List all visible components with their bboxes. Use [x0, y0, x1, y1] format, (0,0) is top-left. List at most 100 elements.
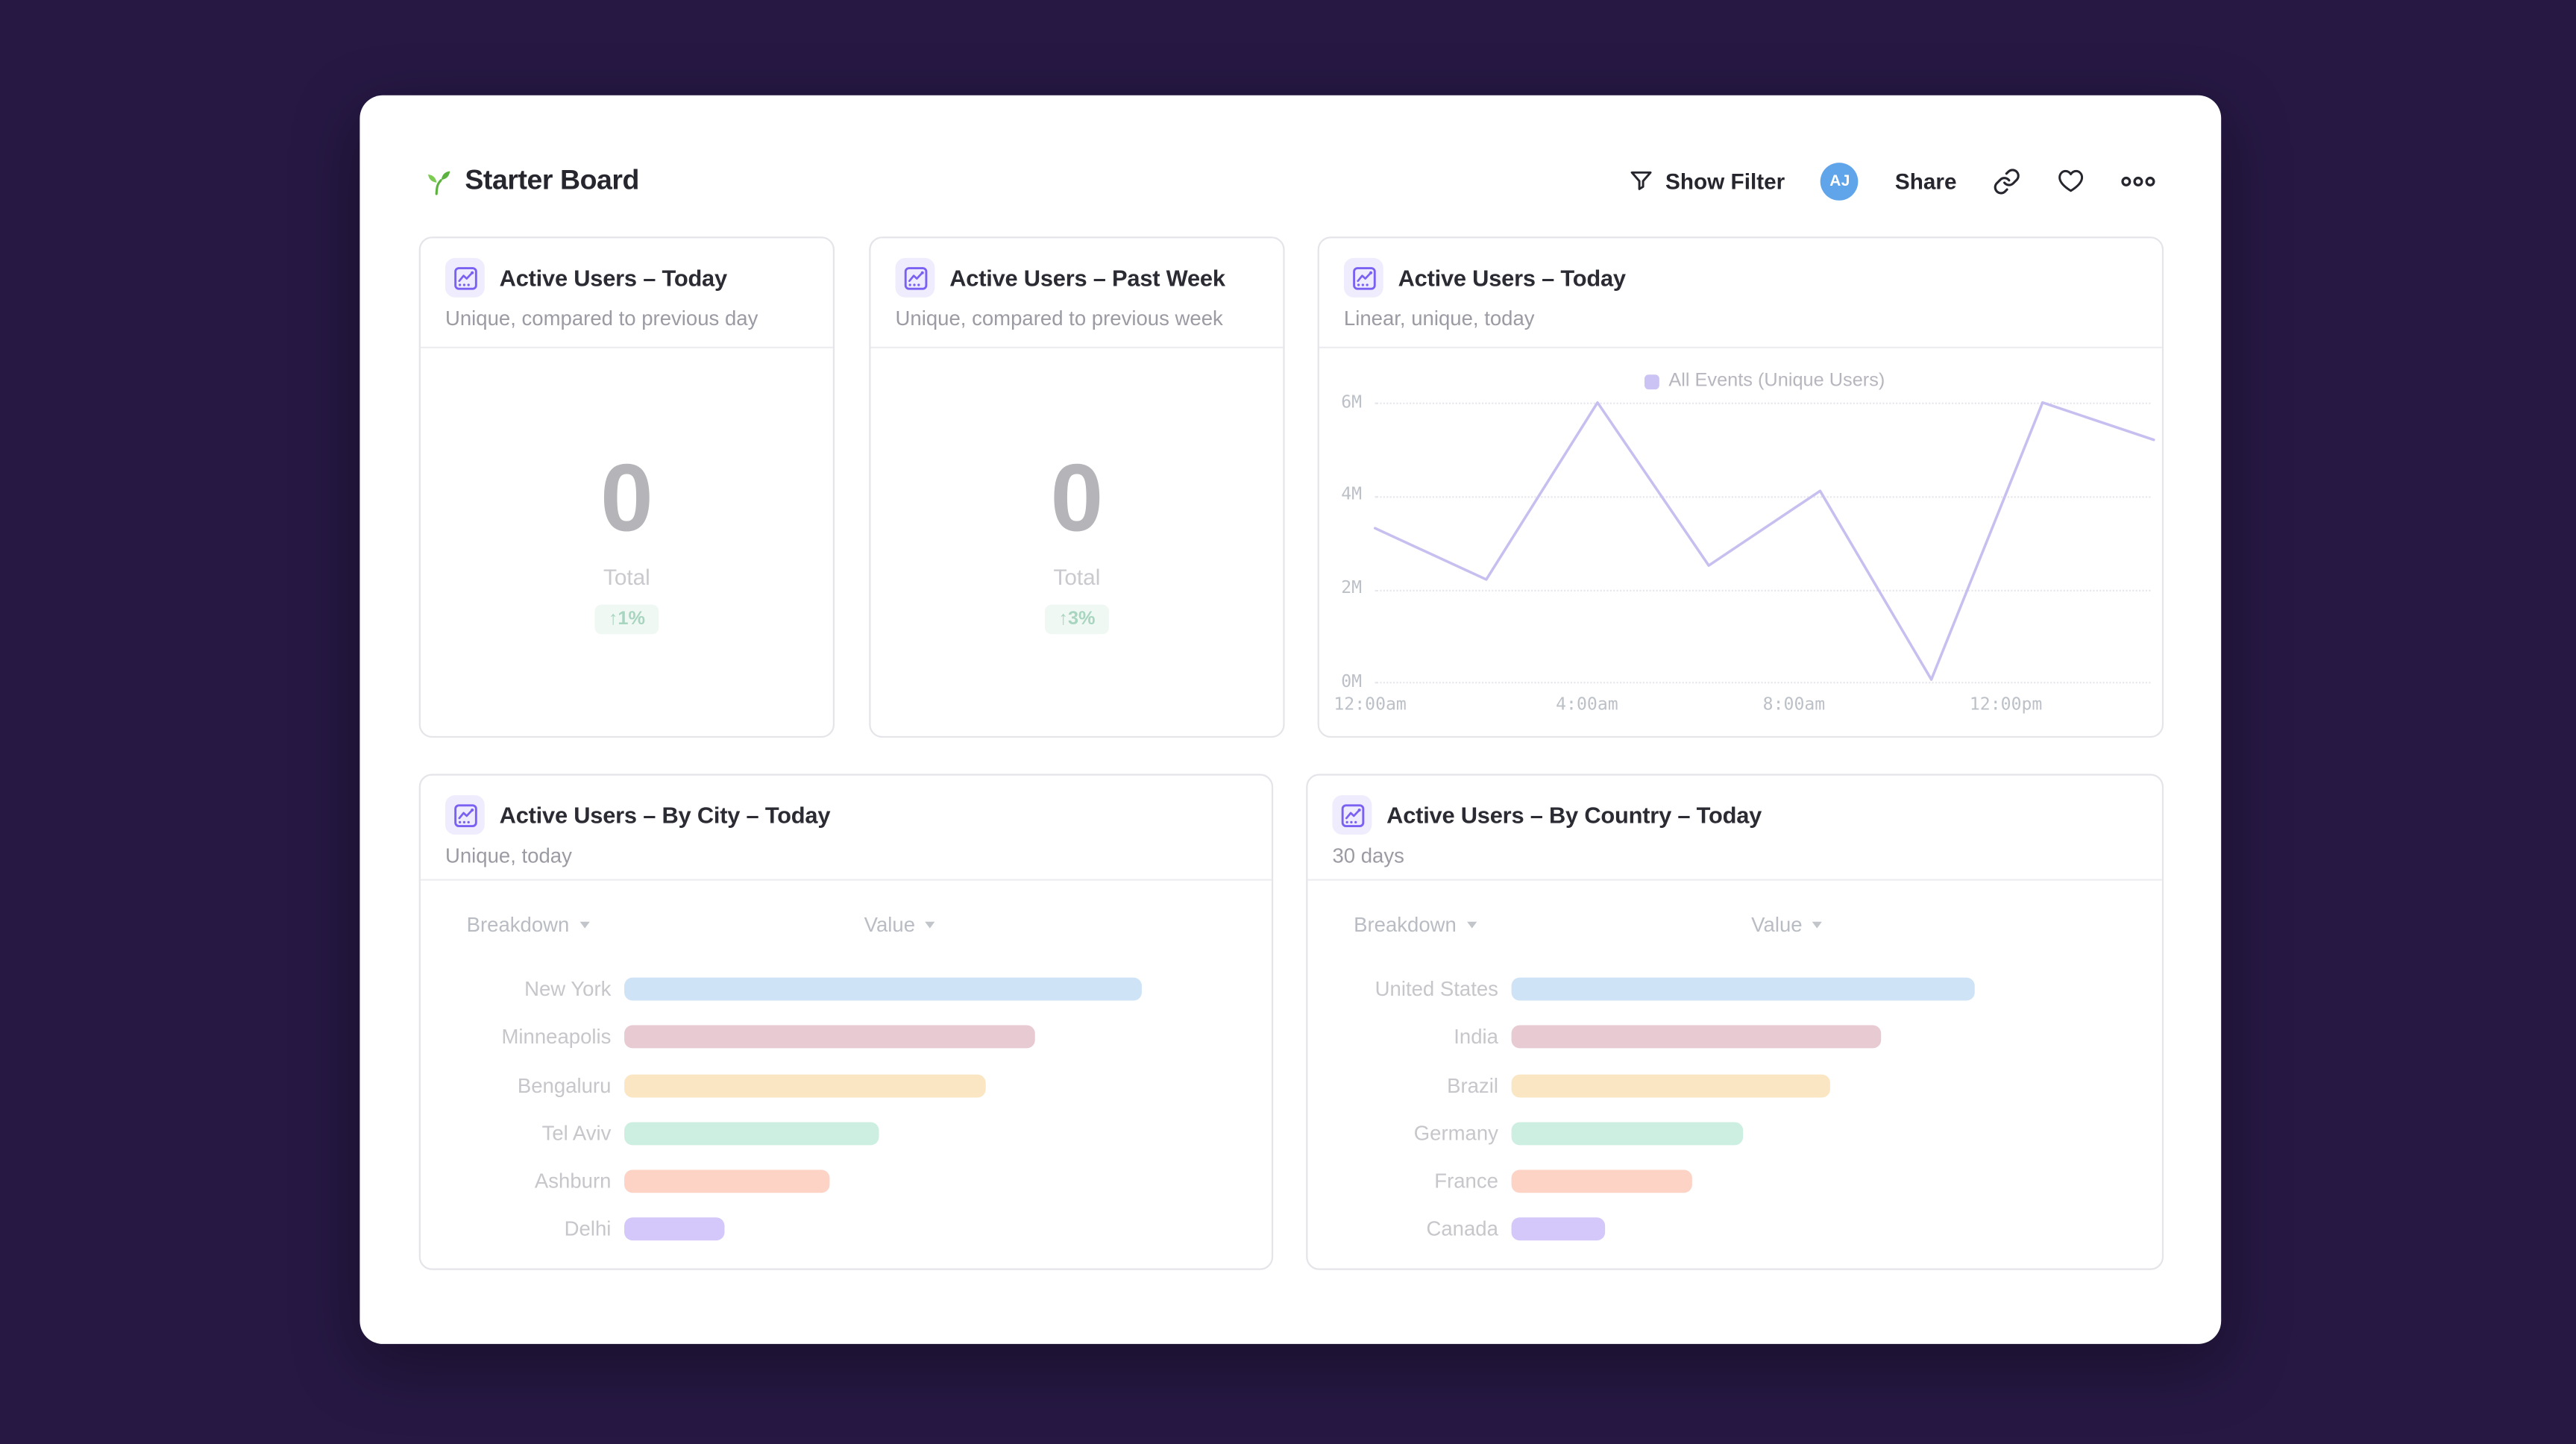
row-label: Tel Aviv [541, 1122, 612, 1145]
card-subtitle: 30 days [1332, 844, 1404, 868]
copy-link-button[interactable] [1993, 167, 2020, 195]
legend-swatch [1644, 374, 1659, 389]
row-bar[interactable] [1511, 1026, 1881, 1049]
show-filter-button[interactable]: Show Filter [1627, 168, 1785, 194]
card-subtitle: Linear, unique, today [1343, 307, 1535, 330]
row-bar[interactable] [1511, 1217, 1606, 1241]
row-bar-track [624, 1217, 1247, 1241]
row-label: United States [1375, 978, 1498, 1002]
card-title: Active Users – By Country – Today [1386, 801, 1762, 829]
row-bar[interactable] [624, 1170, 830, 1193]
row-bar[interactable] [624, 1122, 880, 1145]
y-tick-label: 2M [1341, 578, 1363, 598]
funnel-icon [1630, 171, 1651, 190]
chevron-down-icon [1466, 921, 1477, 929]
row-label: Brazil [1447, 1073, 1498, 1097]
card-title: Active Users – Past Week [949, 264, 1225, 291]
row-bar[interactable] [1511, 1073, 1831, 1097]
card-header: Active Users – By Country – Today 30 day… [1307, 776, 2162, 881]
row-bar[interactable] [624, 1217, 724, 1241]
chevron-down-icon [1812, 921, 1823, 929]
share-label: Share [1894, 168, 1957, 193]
line-chart-svg[interactable] [1373, 389, 2155, 685]
card-subtitle: Unique, today [444, 844, 572, 868]
table-row: Germany [1307, 1122, 2161, 1146]
row-bar[interactable] [624, 1073, 986, 1097]
row-bar[interactable] [1511, 978, 1975, 1002]
gridline [1375, 495, 2151, 497]
y-tick-label: 4M [1341, 484, 1363, 505]
chevron-down-icon [579, 921, 589, 929]
dashboard-panel: Starter Board Show Filter AJ Share [359, 95, 2222, 1344]
link-icon [1994, 168, 2020, 194]
legend-label: All Events (Unique Users) [1668, 371, 1885, 392]
card-active-users-past-week-kpi[interactable]: Active Users – Past Week Unique, compare… [869, 236, 1285, 738]
table-row: United States [1307, 978, 2161, 1002]
avatar[interactable]: AJ [1821, 161, 1859, 200]
row-label: Canada [1426, 1217, 1498, 1241]
row-bar-track [624, 1170, 1247, 1193]
row-label: India [1454, 1026, 1498, 1049]
line-path [1373, 401, 2155, 681]
table-row: Bengaluru [421, 1073, 1272, 1097]
chart-metric-icon [444, 795, 485, 835]
row-bar[interactable] [1511, 1170, 1693, 1193]
share-button[interactable]: Share [1895, 169, 1957, 193]
kpi-body: 0 Total ↑1% [421, 348, 833, 736]
gridline [1375, 402, 2151, 404]
line-chart-area: All Events (Unique Users) 6M 4M 2M 0M 12… [1319, 348, 2162, 736]
card-active-users-by-country[interactable]: Active Users – By Country – Today 30 day… [1306, 773, 2164, 1270]
kpi-body: 0 Total ↑3% [870, 348, 1283, 736]
table-row: Delhi [421, 1217, 1272, 1241]
table-row: France [1307, 1170, 2161, 1193]
avatar-initials: AJ [1829, 172, 1850, 190]
row-bar-track [624, 1073, 1247, 1097]
kpi-value: 0 [1050, 444, 1104, 552]
show-filter-label: Show Filter [1665, 168, 1785, 193]
row-bar-track [1511, 1073, 2137, 1097]
row-bar-track [1511, 1026, 2137, 1049]
card-active-users-today-line-chart[interactable]: Active Users – Today Linear, unique, tod… [1317, 236, 2164, 738]
row-bar[interactable] [1511, 1122, 1744, 1145]
breakdown-rows: United States India Brazil Germany France Can… [1307, 978, 2161, 1266]
row-label: Minneapolis [501, 1026, 612, 1049]
row-label: Bengaluru [517, 1073, 612, 1097]
row-bar[interactable] [624, 978, 1141, 1002]
row-bar-track [1511, 1217, 2137, 1241]
chart-metric-icon [895, 257, 935, 298]
row-label: France [1434, 1170, 1498, 1193]
row-label: Delhi [564, 1217, 612, 1241]
page-title: Starter Board [465, 164, 639, 196]
table-row: India [1307, 1026, 2161, 1049]
table-row: New York [421, 978, 1272, 1002]
ellipsis-icon [2121, 175, 2155, 186]
column-header-value[interactable]: Value [1751, 914, 1823, 937]
card-subtitle: Unique, compared to previous day [444, 307, 758, 330]
more-options-button[interactable] [2121, 173, 2155, 188]
x-tick-label: 12:00am [1333, 694, 1407, 715]
card-header: Active Users – Today Linear, unique, tod… [1319, 238, 2162, 348]
gridline [1375, 682, 2151, 684]
row-label: New York [524, 978, 612, 1002]
card-active-users-by-city[interactable]: Active Users – By City – Today Unique, t… [418, 773, 1274, 1270]
column-header-value[interactable]: Value [864, 914, 935, 937]
row-bar[interactable] [624, 1026, 1036, 1049]
column-header-breakdown[interactable]: Breakdown [1354, 914, 1477, 937]
card-title: Active Users – Today [499, 264, 728, 291]
board-title-group: Starter Board [421, 164, 639, 197]
column-header-breakdown[interactable]: Breakdown [467, 914, 589, 937]
seedling-icon [428, 170, 450, 195]
board-header: Starter Board Show Filter AJ Share [421, 151, 2155, 210]
row-bar-track [1511, 1170, 2137, 1193]
favorite-button[interactable] [2057, 168, 2085, 194]
row-bar-track [624, 1122, 1247, 1145]
row-bar-track [1511, 978, 2137, 1002]
chart-metric-icon [444, 257, 485, 298]
table-row: Brazil [1307, 1073, 2161, 1097]
breakdown-table: Breakdown Value United States India Brazil… [1307, 881, 2161, 1270]
breakdown-rows: New York Minneapolis Bengaluru Tel Aviv Ashb… [421, 978, 1272, 1266]
row-bar-track [624, 978, 1247, 1002]
y-tick-label: 0M [1341, 671, 1363, 692]
chart-legend[interactable]: All Events (Unique Users) [1375, 371, 2154, 391]
card-active-users-today-kpi[interactable]: Active Users – Today Unique, compared to… [418, 236, 835, 738]
